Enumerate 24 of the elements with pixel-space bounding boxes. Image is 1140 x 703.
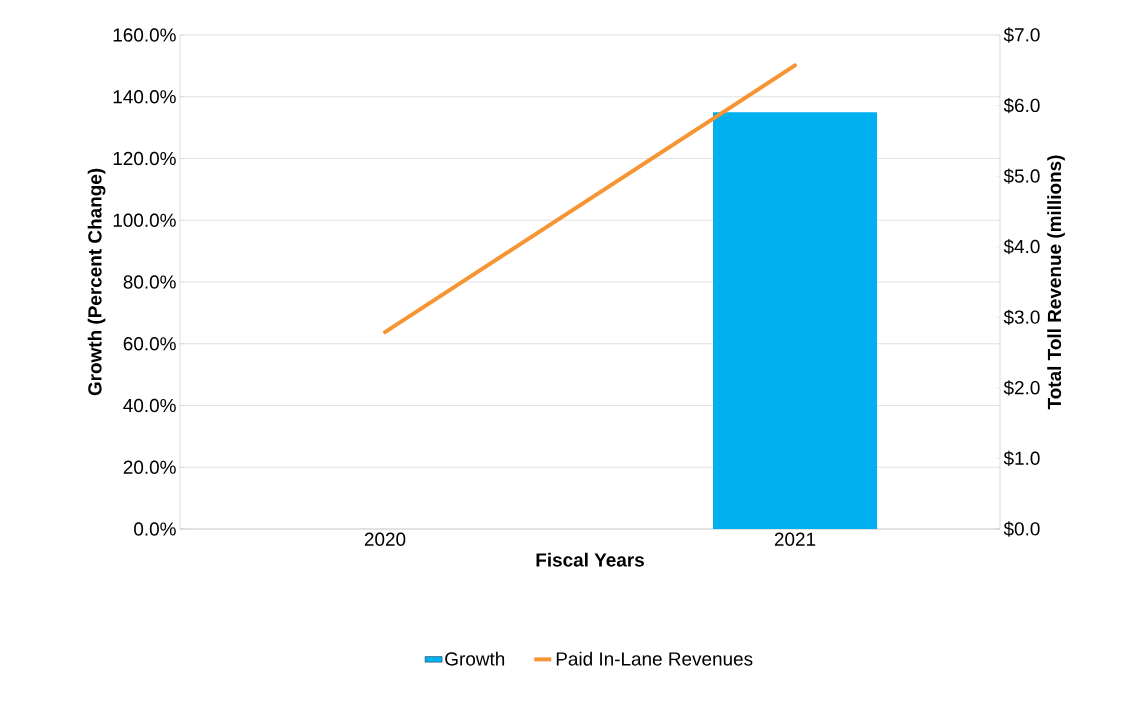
legend-label: Growth [445,651,505,666]
y-tick-label: 20.0% [123,460,176,474]
y-axis-title: Growth (Percent Change) [87,168,106,396]
y-tick-label: 40.0% [123,398,176,413]
y-tick-label: 0.0% [134,522,176,536]
x-tick-label: 2021 [774,532,816,546]
y-tick-label: 100.0% [113,213,176,227]
x-axis-title: Fiscal Years [536,552,644,567]
y2-tick-label: $6.0 [1003,97,1040,114]
y2-tick-label: $3.0 [1003,309,1040,325]
y-tick-label: 140.0% [113,90,176,104]
y-tick-label: 80.0% [123,275,176,289]
y2-tick-label: $0.0 [1003,521,1040,537]
y2-axis-title: Total Toll Revenue (millions) [1047,155,1065,410]
y2-tick-label: $2.0 [1003,380,1040,396]
y2-tick-label: $1.0 [1003,450,1040,467]
y-tick-label: 160.0% [113,28,176,42]
x-tick-label: 2020 [364,532,406,546]
y-tick-label: 120.0% [113,151,176,166]
y2-tick-label: $7.0 [1003,27,1040,43]
y2-tick-label: $4.0 [1003,239,1040,255]
y-tick-label: 60.0% [123,337,176,351]
legend-label: Paid In-Lane Revenues [556,651,753,666]
y2-tick-label: $5.0 [1003,168,1040,184]
